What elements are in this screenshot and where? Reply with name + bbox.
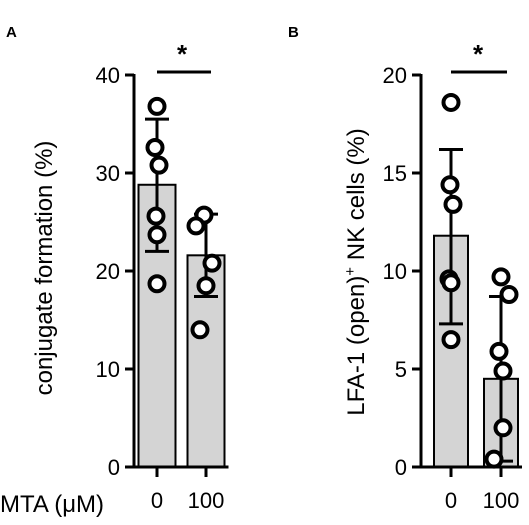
data-point-b [491, 267, 511, 287]
data-point-b [484, 449, 504, 469]
data-point-a [147, 96, 167, 116]
x-tick-label-b: 0 [445, 488, 457, 513]
panel-label-a: A [6, 24, 17, 41]
y-tick-label-a: 0 [108, 455, 120, 480]
data-point-b [493, 418, 513, 438]
y-tick-label-b: 10 [383, 259, 407, 284]
data-point-b [441, 92, 461, 112]
y-tick-label-a: 30 [96, 161, 120, 186]
data-point-a [202, 253, 222, 273]
y-tick-label-a: 10 [96, 357, 120, 382]
data-point-b [499, 285, 519, 305]
panel-b: B LFA-1 (open)+ NK cells (%) * 0 5 10 15 20 0… [288, 24, 522, 513]
y-tick-label-b: 0 [395, 455, 407, 480]
data-point-b [440, 175, 460, 195]
x-tick-label-a: 100 [188, 488, 225, 513]
data-point-a [196, 276, 216, 296]
y-tick-label-b: 15 [383, 161, 407, 186]
significance-star-a: * [177, 39, 188, 69]
x-tick-label-b: 100 [483, 488, 520, 513]
data-point-b [441, 330, 461, 350]
data-point-a [145, 138, 165, 158]
panel-label-b: B [288, 24, 299, 41]
y-axis-title-b-part1: LFA-1 (open) [343, 276, 370, 416]
panel-a: A conjugate formation (%) * 0 10 20 30 40 0 10… [6, 24, 229, 513]
data-point-a [147, 274, 167, 294]
x-tick-label-a: 0 [151, 488, 163, 513]
data-point-a [146, 206, 166, 226]
significance-star-b: * [473, 39, 484, 69]
data-point-b [441, 273, 461, 293]
y-axis-title-b-part2: NK cells (%) [343, 128, 370, 267]
y-tick-label-a: 20 [96, 259, 120, 284]
y-axis-title-a: conjugate formation (%) [31, 141, 58, 396]
data-point-a [147, 225, 167, 245]
data-point-b [489, 341, 509, 361]
y-tick-label-b: 20 [383, 63, 407, 88]
data-point-b [443, 194, 463, 214]
y-axis-title-b-superscript: + [342, 267, 359, 276]
data-point-b [493, 361, 513, 381]
data-point-a [186, 216, 206, 236]
y-axis-title-b: LFA-1 (open)+ NK cells (%) [342, 128, 370, 416]
data-point-a [190, 320, 210, 340]
data-point-a [149, 155, 169, 175]
x-axis-prefix: MTA (μM) [0, 491, 104, 518]
y-tick-label-a: 40 [96, 63, 120, 88]
y-tick-label-b: 5 [395, 357, 407, 382]
